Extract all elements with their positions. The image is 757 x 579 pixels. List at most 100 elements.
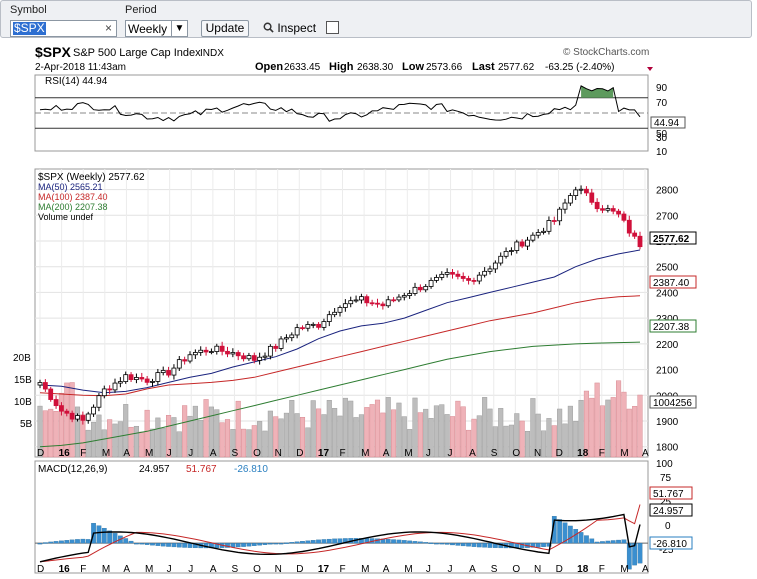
update-button[interactable]: Update	[201, 20, 249, 37]
chart-name: S&P 500 Large Cap Index	[73, 47, 201, 59]
legend-ma100: MA(100) 2387.40	[38, 192, 108, 202]
macd-histogram-bar	[616, 539, 621, 544]
last-price-tag	[649, 231, 697, 245]
x-axis-tick: 18	[577, 564, 589, 575]
volume-bar	[326, 400, 332, 458]
volume-tick: 15B	[14, 375, 32, 386]
chevron-down-icon[interactable]: ▼	[171, 21, 187, 36]
macd-histogram-bar	[589, 538, 595, 544]
macd-line	[39, 513, 641, 563]
volume-bar	[439, 404, 445, 458]
macd-histogram-bar	[428, 542, 434, 545]
macd-histogram-bar	[637, 542, 643, 564]
macd-histogram-bar	[171, 542, 177, 548]
candle-body	[96, 395, 102, 408]
candle-body	[353, 299, 359, 302]
volume-bar	[42, 410, 48, 458]
x-axis-tick: S	[231, 448, 238, 459]
macd-histogram-bar	[268, 542, 273, 545]
macd-histogram-bar	[289, 542, 295, 544]
x-axis-tick: A	[210, 448, 217, 459]
volume-bar	[316, 408, 322, 458]
toolbar: Symbol Period $SPX × Weekly ▼ Update Ins…	[0, 0, 752, 38]
volume-bar	[524, 430, 531, 458]
candle-body	[525, 239, 530, 247]
macd-histogram-bar	[557, 519, 562, 544]
x-axis-tick: J	[167, 448, 172, 459]
rsi-tick: 10	[656, 147, 668, 158]
inspect-toggle[interactable]: Inspect	[263, 21, 316, 35]
macd-histogram-bar	[600, 541, 605, 544]
macd-histogram-bar	[246, 542, 252, 547]
macd-histogram-bar	[101, 527, 107, 544]
macd-histogram-bar	[241, 542, 246, 547]
price-tick: 2500	[656, 263, 679, 274]
candle-body	[160, 370, 166, 374]
grid	[35, 169, 648, 457]
volume-bar	[466, 429, 472, 458]
volume-bar	[374, 399, 381, 458]
volume-tag	[649, 395, 697, 409]
volume-bar	[503, 425, 509, 458]
candle-body	[241, 355, 246, 360]
x-axis-tick: A	[210, 564, 217, 575]
candle-body	[503, 250, 509, 257]
price-tick: 1800	[656, 443, 679, 454]
macd-signal: 51.767	[186, 464, 217, 475]
x-axis-tick: F	[599, 448, 605, 459]
symbol-input[interactable]: $SPX ×	[10, 20, 117, 37]
macd-histogram-bar	[176, 542, 182, 548]
candle-body	[476, 274, 482, 282]
volume-bar	[144, 409, 150, 458]
volume-bar	[562, 423, 568, 458]
candle-body	[600, 208, 605, 211]
volume-bar	[567, 405, 573, 458]
macd-histogram-bar	[64, 540, 70, 544]
ma200-tag-text: 2207.38	[653, 322, 690, 333]
macd-histogram-bar	[621, 539, 627, 544]
macd-histogram-bar	[305, 540, 311, 544]
clear-icon[interactable]: ×	[104, 21, 112, 35]
macd-histogram-bar	[112, 533, 118, 544]
candle-body	[59, 405, 64, 412]
x-axis-tick: D	[37, 564, 44, 575]
candle-body	[117, 381, 123, 384]
period-select[interactable]: Weekly ▼	[125, 20, 188, 37]
price-tick: 1900	[656, 417, 679, 428]
volume-bar	[385, 397, 391, 458]
macd-histogram-bar	[278, 542, 284, 545]
candle-body	[578, 188, 584, 191]
volume-bar	[589, 397, 595, 458]
macd-histogram-bar	[487, 542, 493, 548]
candle-body	[637, 235, 643, 248]
price-tick: 2100	[656, 366, 679, 377]
candle-body	[546, 220, 552, 232]
macd-histogram-bar	[37, 542, 43, 545]
candle-body	[391, 299, 396, 302]
inspect-checkbox[interactable]	[326, 21, 339, 34]
macd-histogram-bar	[466, 542, 471, 547]
candle-body	[428, 280, 434, 287]
candle-body	[375, 302, 380, 305]
volume-bar	[391, 409, 397, 458]
chart-date: 2-Apr-2018 11:43am	[35, 62, 126, 73]
price-tick: 2200	[656, 340, 679, 351]
volume-axis: 20B 15B 10B 5B	[13, 353, 33, 430]
candle-body	[267, 345, 273, 357]
volume-bar	[583, 390, 589, 458]
volume-bar	[508, 424, 514, 458]
volume-bar	[235, 400, 241, 458]
last-label: Last	[472, 61, 495, 73]
macd-histogram-bar	[439, 542, 445, 545]
macd-legend: MACD(12,26,9) 24.957 51.767 -26.810	[38, 464, 268, 475]
candle-body	[492, 262, 498, 270]
volume-bar	[230, 429, 236, 458]
stock-chart[interactable]: $SPX S&P 500 Large Cap Index INDX © Stoc…	[0, 38, 757, 579]
candle-body	[219, 345, 225, 352]
volume-bar	[476, 415, 482, 458]
volume-bar	[321, 414, 327, 458]
volume-bar	[273, 416, 279, 458]
candle-body	[310, 323, 316, 326]
volume-bar	[310, 400, 316, 458]
macd-histogram-bar	[509, 542, 514, 549]
